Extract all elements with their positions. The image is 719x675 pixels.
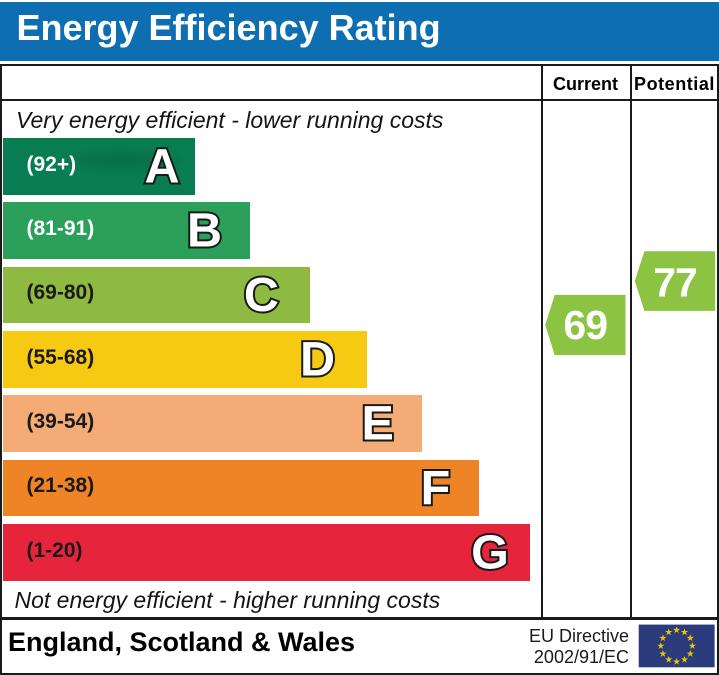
svg-text:A: A <box>144 139 179 193</box>
svg-text:C: C <box>244 268 279 322</box>
svg-text:77: 77 <box>653 260 697 306</box>
svg-text:B: B <box>187 203 222 257</box>
svg-text:E: E <box>362 396 394 450</box>
svg-text:F: F <box>421 461 451 515</box>
svg-text:69: 69 <box>563 302 607 348</box>
svg-text:G: G <box>471 525 509 579</box>
svg-text:D: D <box>300 332 335 386</box>
